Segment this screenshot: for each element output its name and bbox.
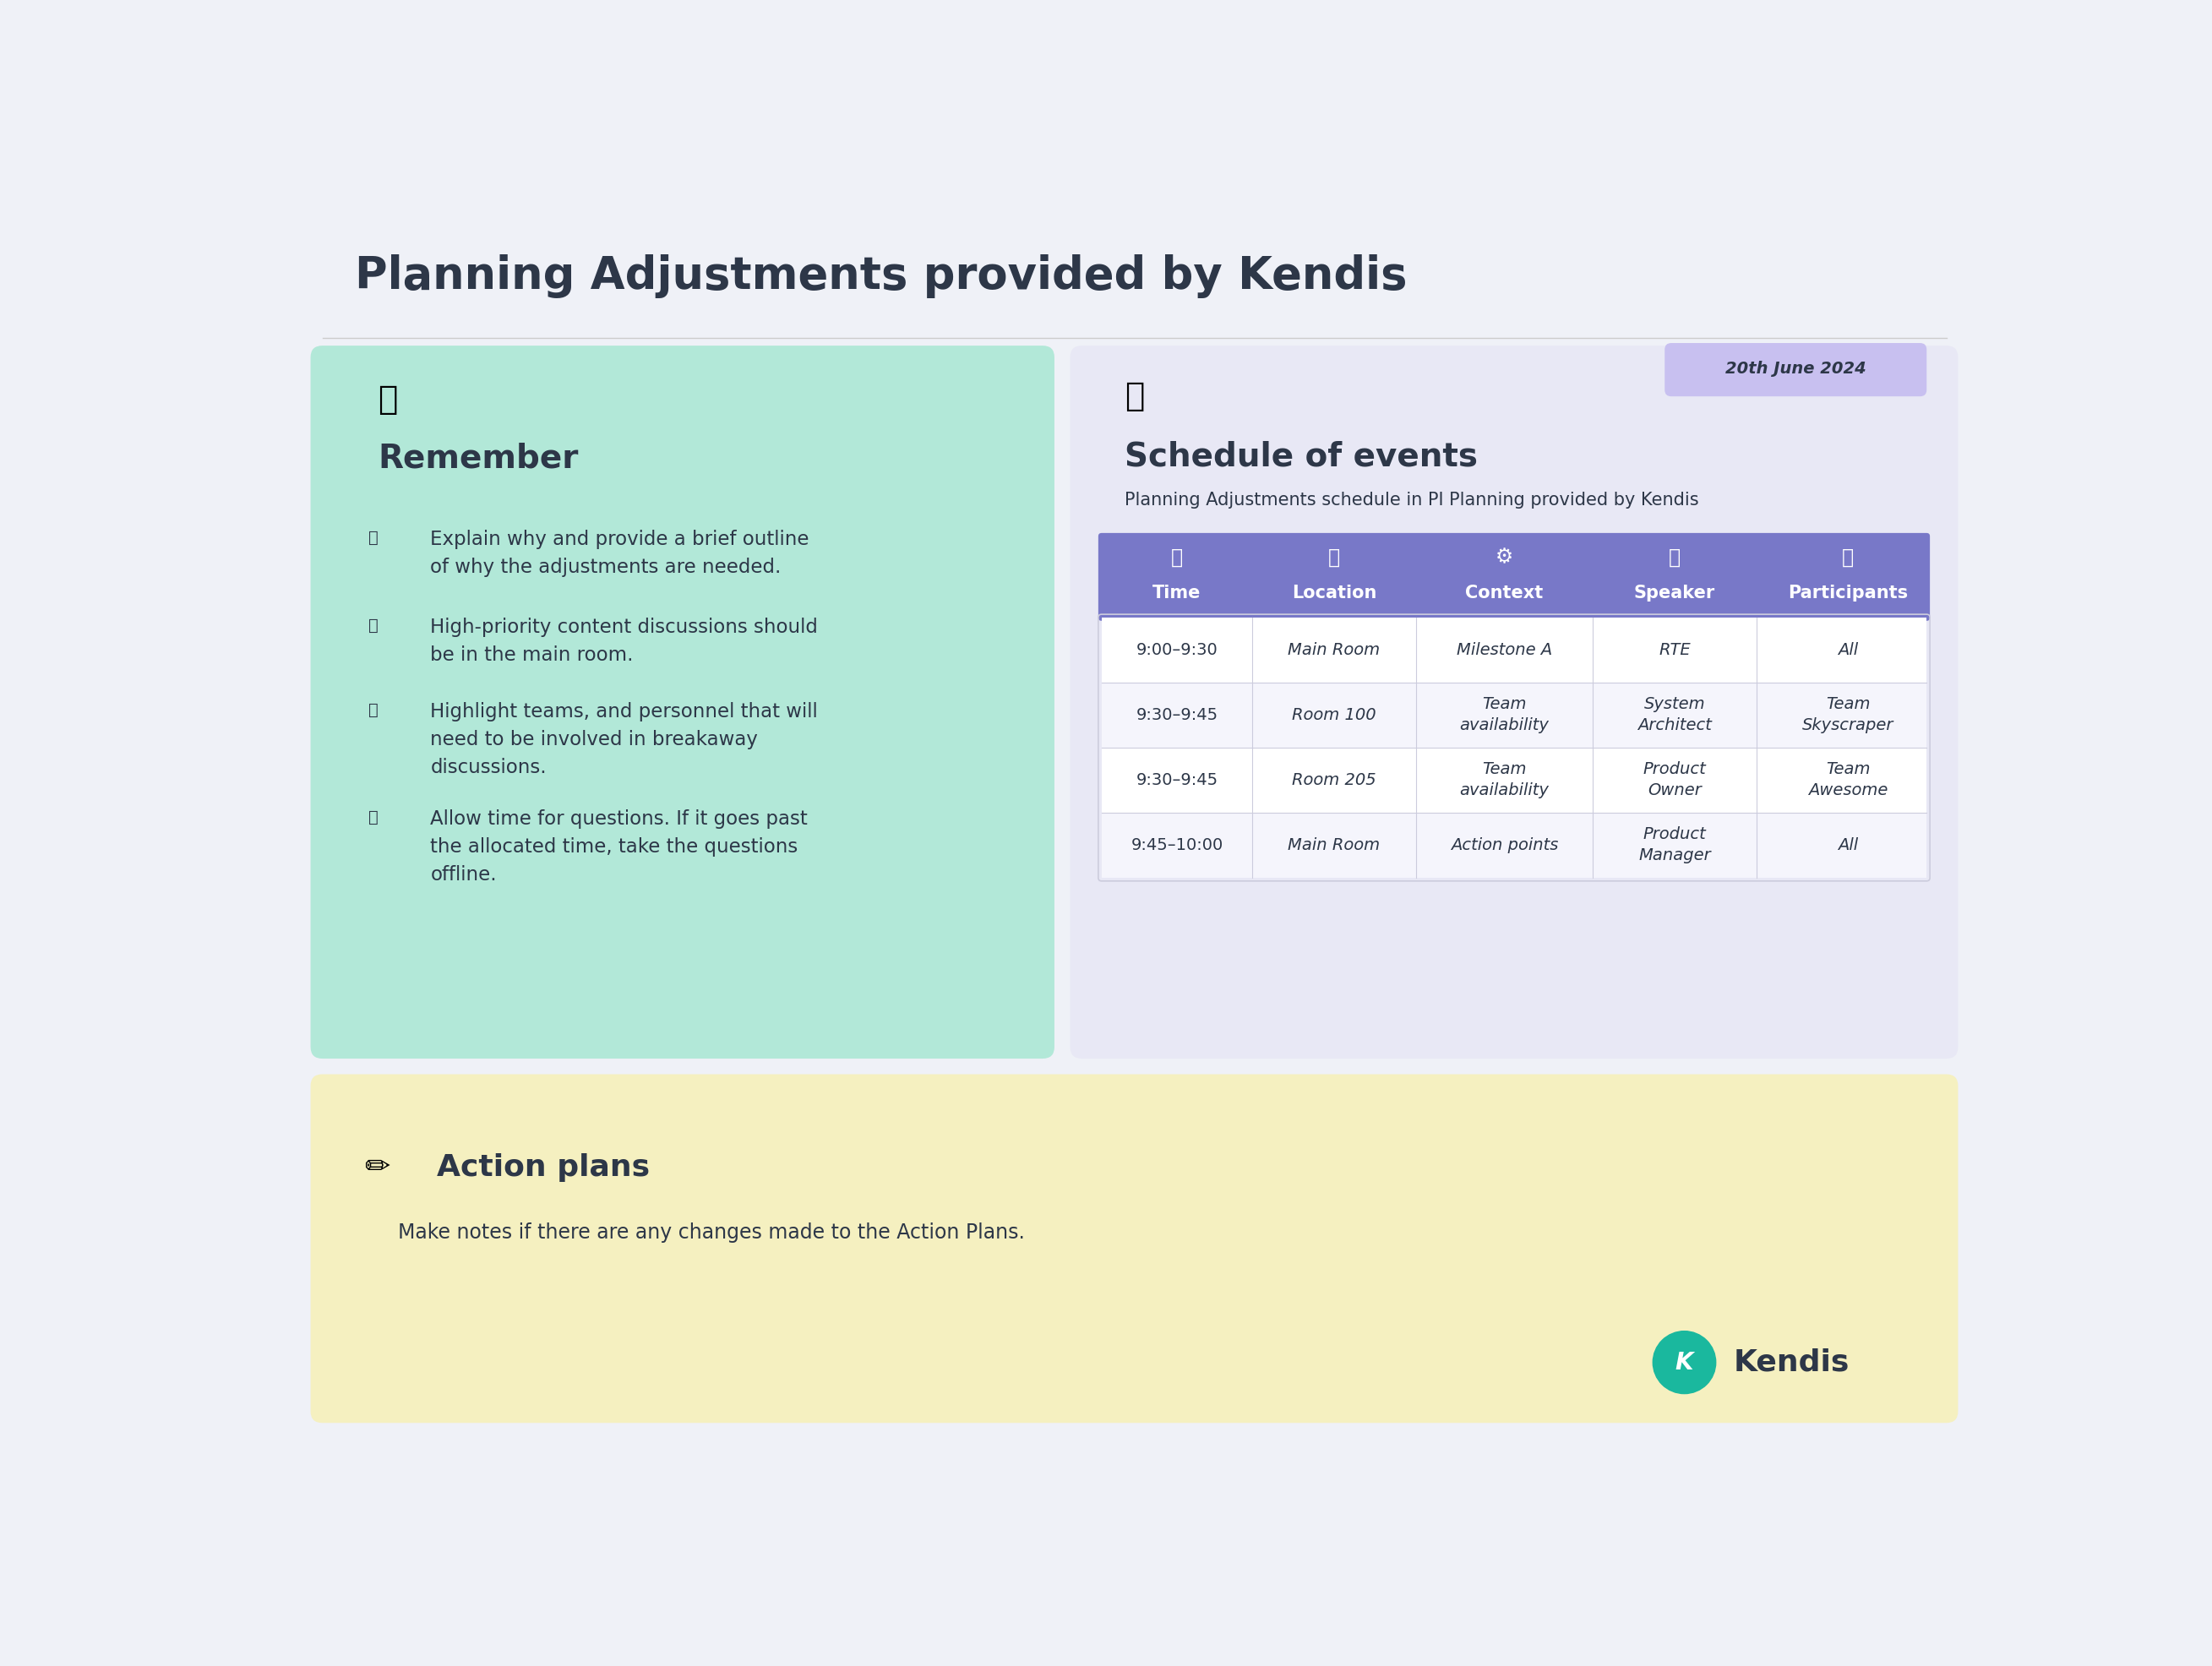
FancyBboxPatch shape: [310, 345, 1055, 1058]
Text: Allow time for questions. If it goes past
the allocated time, take the questions: Allow time for questions. If it goes pas…: [431, 810, 807, 885]
Text: Explain why and provide a brief outline
of why the adjustments are needed.: Explain why and provide a brief outline …: [431, 530, 810, 576]
Text: Speaker: Speaker: [1635, 585, 1714, 601]
Text: 🎤: 🎤: [1668, 546, 1681, 566]
Bar: [1102, 813, 1927, 878]
Text: System
Architect: System Architect: [1637, 696, 1712, 733]
Text: 📌: 📌: [378, 383, 398, 416]
Text: Kendis: Kendis: [1734, 1348, 1849, 1376]
Text: Team
availability: Team availability: [1460, 761, 1548, 798]
Text: Participants: Participants: [1787, 585, 1909, 601]
Text: Location: Location: [1292, 585, 1376, 601]
Text: Room 205: Room 205: [1292, 771, 1376, 788]
FancyBboxPatch shape: [1099, 533, 1929, 621]
Text: ⏰: ⏰: [1170, 546, 1183, 566]
Text: 20th June 2024: 20th June 2024: [1725, 362, 1867, 377]
Text: 📍: 📍: [1327, 546, 1340, 566]
Text: ✏️: ✏️: [365, 1153, 392, 1181]
Bar: [1102, 618, 1927, 683]
Bar: [1102, 683, 1927, 748]
Text: Action points: Action points: [1451, 838, 1557, 853]
Text: 📌: 📌: [367, 810, 378, 826]
Text: Planning Adjustments schedule in PI Planning provided by Kendis: Planning Adjustments schedule in PI Plan…: [1124, 491, 1699, 508]
Text: Main Room: Main Room: [1287, 838, 1380, 853]
Text: Milestone A: Milestone A: [1455, 641, 1553, 658]
Text: Planning Adjustments provided by Kendis: Planning Adjustments provided by Kendis: [356, 253, 1407, 298]
Text: ⚙: ⚙: [1495, 546, 1513, 566]
Text: 9:00–9:30: 9:00–9:30: [1137, 641, 1219, 658]
FancyBboxPatch shape: [1666, 343, 1927, 397]
Text: Remember: Remember: [378, 441, 580, 475]
Text: Schedule of events: Schedule of events: [1124, 440, 1478, 471]
Text: All: All: [1838, 838, 1858, 853]
Text: Time: Time: [1152, 585, 1201, 601]
Text: 9:30–9:45: 9:30–9:45: [1135, 706, 1219, 723]
Text: K: K: [1674, 1351, 1694, 1374]
Text: Action plans: Action plans: [438, 1153, 650, 1181]
Text: 9:45–10:00: 9:45–10:00: [1130, 838, 1223, 853]
Bar: [1102, 748, 1927, 813]
Text: Team
Awesome: Team Awesome: [1807, 761, 1887, 798]
FancyBboxPatch shape: [310, 1075, 1958, 1423]
Text: Room 100: Room 100: [1292, 706, 1376, 723]
Text: 📅: 📅: [1124, 380, 1144, 413]
Text: Make notes if there are any changes made to the Action Plans.: Make notes if there are any changes made…: [398, 1223, 1024, 1243]
Text: All: All: [1838, 641, 1858, 658]
Text: High-priority content discussions should
be in the main room.: High-priority content discussions should…: [431, 618, 818, 665]
Text: Product
Manager: Product Manager: [1639, 826, 1710, 863]
Text: 9:30–9:45: 9:30–9:45: [1135, 771, 1219, 788]
FancyBboxPatch shape: [1071, 345, 1958, 1058]
Text: 👥: 👥: [1843, 546, 1854, 566]
Text: Product
Owner: Product Owner: [1644, 761, 1705, 798]
Text: Context: Context: [1464, 585, 1544, 601]
Text: RTE: RTE: [1659, 641, 1690, 658]
Text: 📌: 📌: [367, 618, 378, 633]
Circle shape: [1652, 1331, 1717, 1394]
Bar: [1102, 593, 1927, 618]
Text: Highlight teams, and personnel that will
need to be involved in breakaway
discus: Highlight teams, and personnel that will…: [431, 701, 818, 776]
Text: Main Room: Main Room: [1287, 641, 1380, 658]
Text: 📌: 📌: [367, 530, 378, 546]
Text: Team
Skyscraper: Team Skyscraper: [1803, 696, 1893, 733]
Text: Team
availability: Team availability: [1460, 696, 1548, 733]
Text: 📌: 📌: [367, 701, 378, 718]
